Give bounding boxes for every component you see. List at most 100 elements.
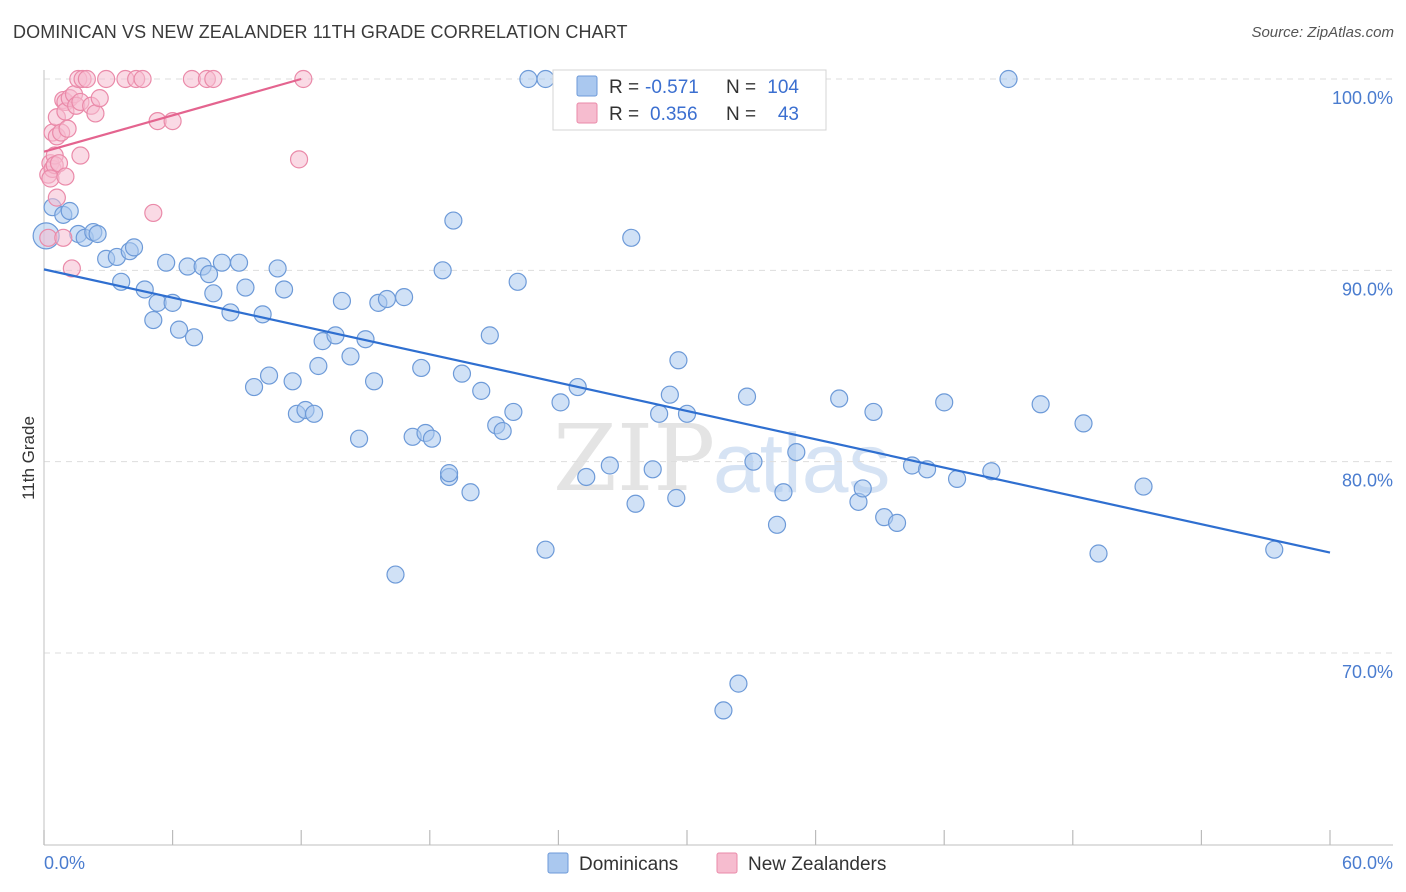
dominican-point [643,460,662,479]
grid-lines [44,78,1393,654]
dominican-point [947,469,967,488]
dominican-point [439,464,459,483]
dominican-point [60,201,79,221]
dominican-point [774,483,793,502]
dominican-point [660,385,679,404]
dominican-point [830,389,849,408]
dominican-point [444,211,463,230]
dominican-point [480,326,499,345]
bottom-legend-label-new-zealanders: New Zealanders [748,854,886,875]
legend-swatch-dominicans [576,75,598,97]
legend-n-label-dominicans: N = [726,77,756,98]
dominican-point [536,540,555,559]
dominican-point [767,515,787,534]
new-zealander-point [77,69,96,89]
legend-swatch-new-zealanders [576,102,598,124]
trend-lines [43,77,1331,554]
new-zealander-trend-line [43,77,302,153]
dominican-point [667,488,686,508]
dominican-point [887,513,907,532]
dominican-point [536,69,555,89]
new-zealander-point [62,259,81,278]
series-legend: Dominicans New Zealanders [547,852,886,875]
legend-n-value-new-zealanders: 43 [778,104,799,125]
dominican-point [204,284,223,303]
dominican-point [199,265,219,284]
y-tick-label-2: 80.0% [1342,471,1393,491]
dominican-point [461,483,480,502]
legend-n-label-new-zealanders: N = [726,104,756,125]
new-zealander-point [41,169,60,188]
bottom-legend-label-dominicans: Dominicans [579,854,678,875]
dominican-point [229,253,249,272]
new-zealander-point [47,188,66,207]
legend-r-label-new-zealanders: R = [609,104,639,125]
dominican-point [508,272,527,291]
new-zealander-point [86,104,105,123]
new-zealander-point [54,228,73,247]
dominican-point [1031,395,1050,414]
dominican-point [1074,414,1093,433]
dominican-point [982,462,1001,481]
dominican-point [304,404,324,423]
dominican-point [744,452,763,471]
dominican-trend-line [43,268,1331,554]
dominican-point [1265,540,1284,559]
legend-r-label-dominicans: R = [609,77,639,98]
new-zealander-point [204,69,223,89]
dominican-point [472,381,491,400]
dominicans-points [32,69,1284,720]
x-tick-label-left: 0.0% [44,853,85,873]
dominican-point [422,429,442,448]
dominican-point [394,288,414,307]
dominican-point [236,278,255,297]
legend-r-value-new-zealanders: 0.356 [650,104,698,125]
new-zealander-point [133,69,152,89]
dominican-point [88,224,107,244]
y-tick-label-1: 90.0% [1342,279,1393,299]
dominican-point [519,69,538,89]
dominican-point [626,494,645,513]
x-ticks [43,830,1331,845]
dominican-point [364,372,384,391]
dominican-point [144,310,163,330]
dominican-point [935,393,954,412]
new-zealander-point [289,150,309,169]
chart-title: DOMINICAN VS NEW ZEALANDER 11TH GRADE CO… [13,22,628,42]
dominican-point [309,356,328,376]
new-zealander-point [71,146,90,165]
dominican-point [493,421,512,441]
dominican-point [677,404,697,423]
dominican-point [577,467,596,487]
dominican-point [999,69,1018,89]
dominican-point [853,479,872,498]
dominican-point [169,320,189,339]
dominican-point [504,402,523,422]
x-tick-label-right: 60.0% [1342,853,1393,873]
stats-legend: R = -0.571 N = 104 R = 0.356 N = 43 [552,69,827,131]
new-zealander-point [144,203,163,223]
bottom-legend-swatch-new-zealanders [716,852,738,874]
new-zealander-point [58,119,77,138]
new-zealanders-points [39,69,313,278]
y-tick-label-3: 70.0% [1342,662,1393,682]
dominican-point [433,261,452,280]
dominican-point [268,259,287,278]
dominican-point [377,289,397,309]
dominican-point [729,674,748,693]
dominican-point [332,291,352,311]
new-zealander-point [294,69,313,89]
y-tick-label-0: 100.0% [1332,88,1393,108]
dominican-point [124,238,144,257]
dominican-point [259,366,279,385]
dominican-point [1089,544,1108,563]
dominican-point [283,372,302,391]
new-zealander-point [90,89,109,108]
stats-legend-box [552,69,827,131]
axes [43,70,1393,846]
dominican-point [244,377,264,397]
dominican-point [669,351,688,370]
dominican-point [714,701,733,720]
dominican-point [386,565,405,584]
